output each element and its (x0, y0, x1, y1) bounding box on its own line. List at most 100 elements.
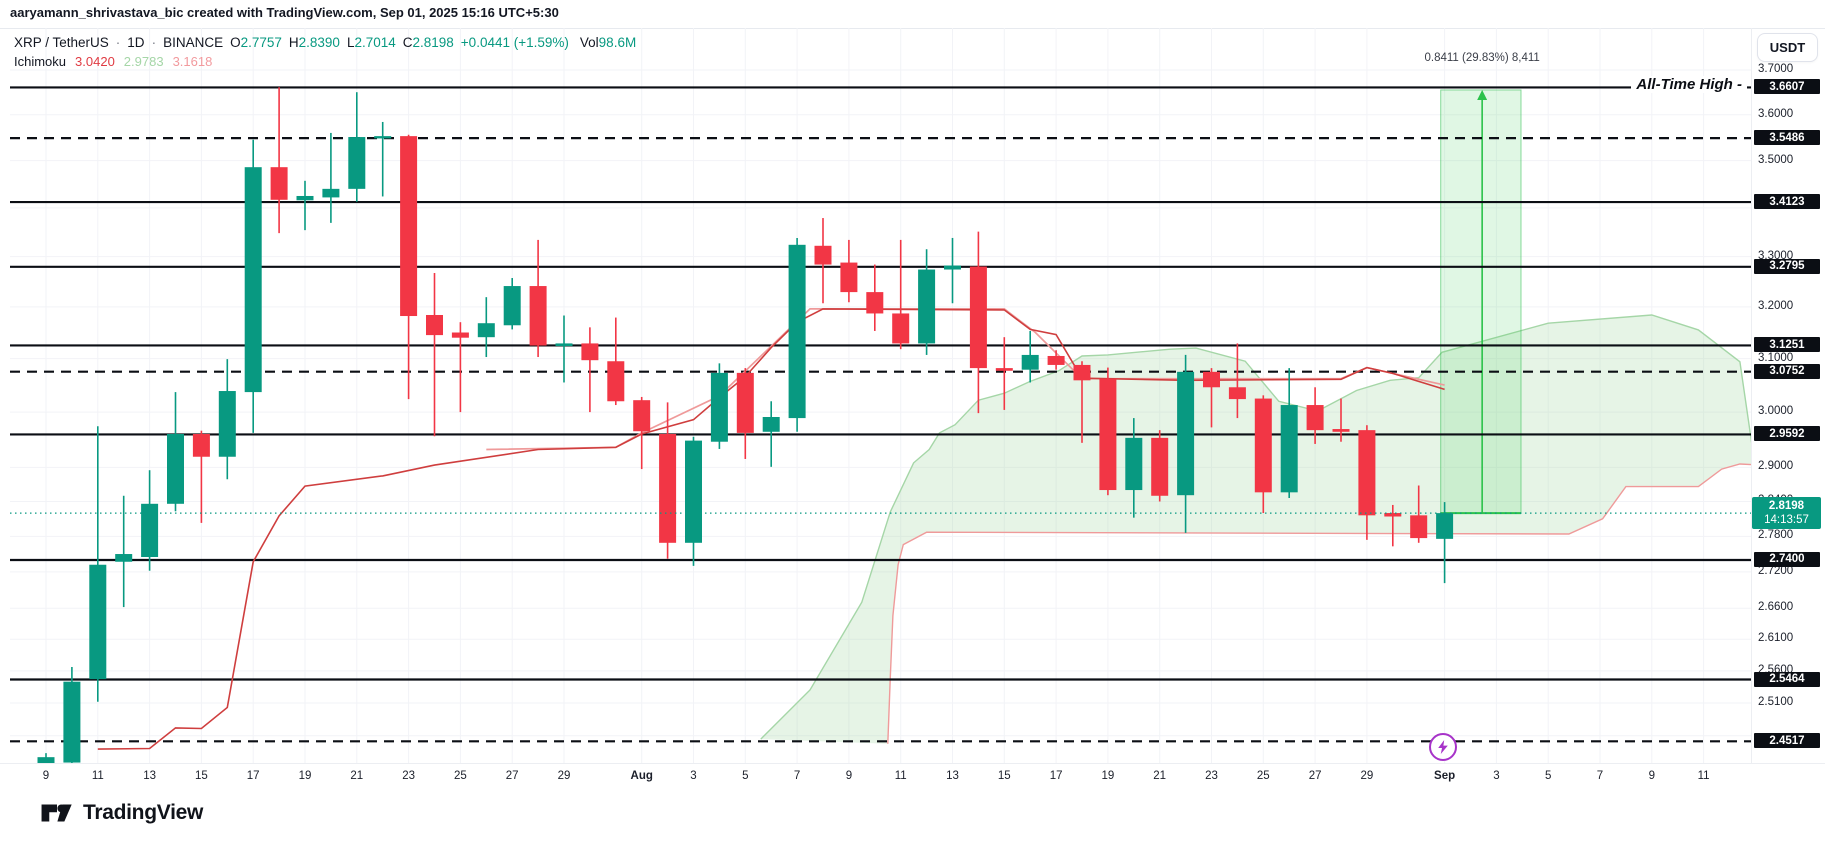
candle-body (89, 564, 107, 680)
candle-jul-29 (555, 315, 573, 383)
chart-legend: XRP / TetherUS · 1D · BINANCE O2.7757 H2… (14, 33, 636, 70)
candle-body (141, 503, 159, 557)
projection-box[interactable] (1440, 89, 1522, 514)
time-tick-label: 21 (350, 770, 364, 782)
candle-body (477, 323, 495, 338)
symbol-legend-row[interactable]: XRP / TetherUS · 1D · BINANCE O2.7757 H2… (14, 33, 636, 51)
candle-jul-20 (322, 132, 340, 223)
candle-body (322, 188, 340, 198)
candle-body (866, 292, 884, 314)
indicator-value-lead1: 2.9783 (123, 53, 164, 69)
tradingview-logo-text: TradingView (83, 801, 204, 824)
price-tick-label: 2.6100 (1758, 632, 1794, 645)
candle-jul-11 (89, 426, 107, 702)
time-tick-label: 27 (1308, 770, 1322, 782)
price-tick-label: 3.7000 (1758, 63, 1794, 75)
interval-label: 1D (127, 34, 145, 50)
candle-body (218, 391, 236, 457)
time-tick-label: 11 (91, 770, 104, 782)
price-scale[interactable]: 3.7000 3.6000 3.5000 3.3000 3.2000 3.1000 3.00… (1751, 28, 1825, 763)
open-value: O2.7757 (230, 34, 282, 50)
candle-jul-25 (451, 322, 469, 413)
level-price-label: 2.7400 (1754, 551, 1820, 567)
time-tick-label: 15 (194, 770, 208, 782)
candle-jul-12 (115, 495, 133, 608)
time-tick-label: 25 (1256, 770, 1270, 782)
candle-body (348, 137, 366, 189)
level-price-label: 3.4123 (1754, 194, 1820, 210)
candle-body (400, 136, 418, 317)
time-tick-label: 7 (793, 770, 801, 782)
candle-body (607, 361, 625, 402)
candle-body (244, 167, 262, 393)
time-tick-label: 23 (1205, 770, 1218, 782)
candle-aug-4 (710, 363, 728, 449)
currency-toggle-button[interactable]: USDT (1757, 33, 1818, 62)
candle-aug-18 (1073, 361, 1091, 443)
time-tick-label: 25 (453, 770, 467, 782)
candle-aug-29 (1358, 425, 1376, 540)
all-time-high-label: All-Time High - (1631, 76, 1747, 94)
time-tick-label: 7 (1596, 770, 1604, 782)
candle-aug-15 (995, 337, 1013, 410)
ichimoku-kijun-line (97, 308, 1445, 750)
candle-body (296, 195, 314, 201)
candle-aug-9 (840, 239, 858, 303)
candle-aug-25 (1254, 395, 1272, 514)
ichimoku-span-b-line (887, 463, 1751, 744)
time-tick-label: 3 (690, 770, 697, 782)
candle-jul-30 (581, 327, 599, 413)
candle-aug-17 (1047, 350, 1065, 370)
plot-area[interactable] (10, 28, 1753, 783)
candle-body (1306, 405, 1324, 431)
candle-aug-3 (685, 436, 702, 566)
candle-body (1280, 405, 1298, 493)
candle-body (1151, 437, 1169, 496)
candle-aug-7 (788, 237, 806, 432)
candle-aug-24 (1228, 343, 1246, 419)
tradingview-logo[interactable]: TradingView (40, 800, 203, 826)
candle-body (788, 244, 806, 419)
bar-countdown: 14:13:57 (1764, 514, 1809, 527)
level-price-label: 3.1251 (1754, 337, 1820, 353)
high-value: H2.8390 (288, 34, 340, 50)
price-tick-label: 2.5100 (1758, 695, 1794, 708)
lightning-event-icon[interactable] (1429, 733, 1457, 762)
time-tick-label: 9 (42, 770, 50, 782)
header-divider (0, 28, 1825, 29)
candle-body (451, 332, 469, 338)
indicator-legend-row[interactable]: Ichimoku 3.0420 2.9783 3.1618 (14, 52, 636, 70)
time-tick-label: Aug (630, 770, 653, 782)
candle-body (840, 262, 858, 293)
time-tick-label: 17 (1049, 770, 1063, 782)
candle-body (633, 400, 651, 432)
close-value: C2.8198 (402, 34, 454, 50)
candle-jul-21 (348, 92, 366, 202)
price-tick-label: 3.2000 (1758, 299, 1794, 312)
candle-body (115, 554, 133, 562)
candle-body (814, 245, 832, 265)
candle-jul-13 (141, 470, 159, 571)
candle-body (63, 681, 81, 763)
time-tick-label: 23 (402, 770, 415, 782)
candle-jul-28 (529, 239, 547, 358)
candle-aug-16 (1021, 330, 1039, 383)
time-tick-label: 27 (505, 770, 519, 782)
level-price-label: 3.5486 (1754, 130, 1820, 146)
candle-aug-14 (969, 231, 987, 414)
attribution-text: aaryamann_shrivastava_bic created with T… (10, 5, 559, 20)
candle-jul-14 (167, 392, 184, 512)
candle-body (762, 416, 780, 432)
price-tick-label: 3.0000 (1758, 405, 1794, 418)
time-tick-label: 29 (1360, 770, 1374, 782)
level-price-label: 2.9592 (1754, 426, 1820, 442)
candle-body (1125, 437, 1143, 491)
time-tick-label: 29 (557, 770, 571, 782)
time-tick-label: 5 (1544, 770, 1552, 782)
time-scale[interactable]: 9 11 13 15 17 19 21 23 25 27 29 Aug 3 5 7 9 11 13 15 17 19 21… (0, 763, 1825, 791)
all-time-high-price-label: 3.6607 (1754, 79, 1820, 95)
candle-aug-8 (814, 218, 832, 304)
candle-body (995, 368, 1013, 371)
time-tick-label: 9 (845, 770, 853, 782)
